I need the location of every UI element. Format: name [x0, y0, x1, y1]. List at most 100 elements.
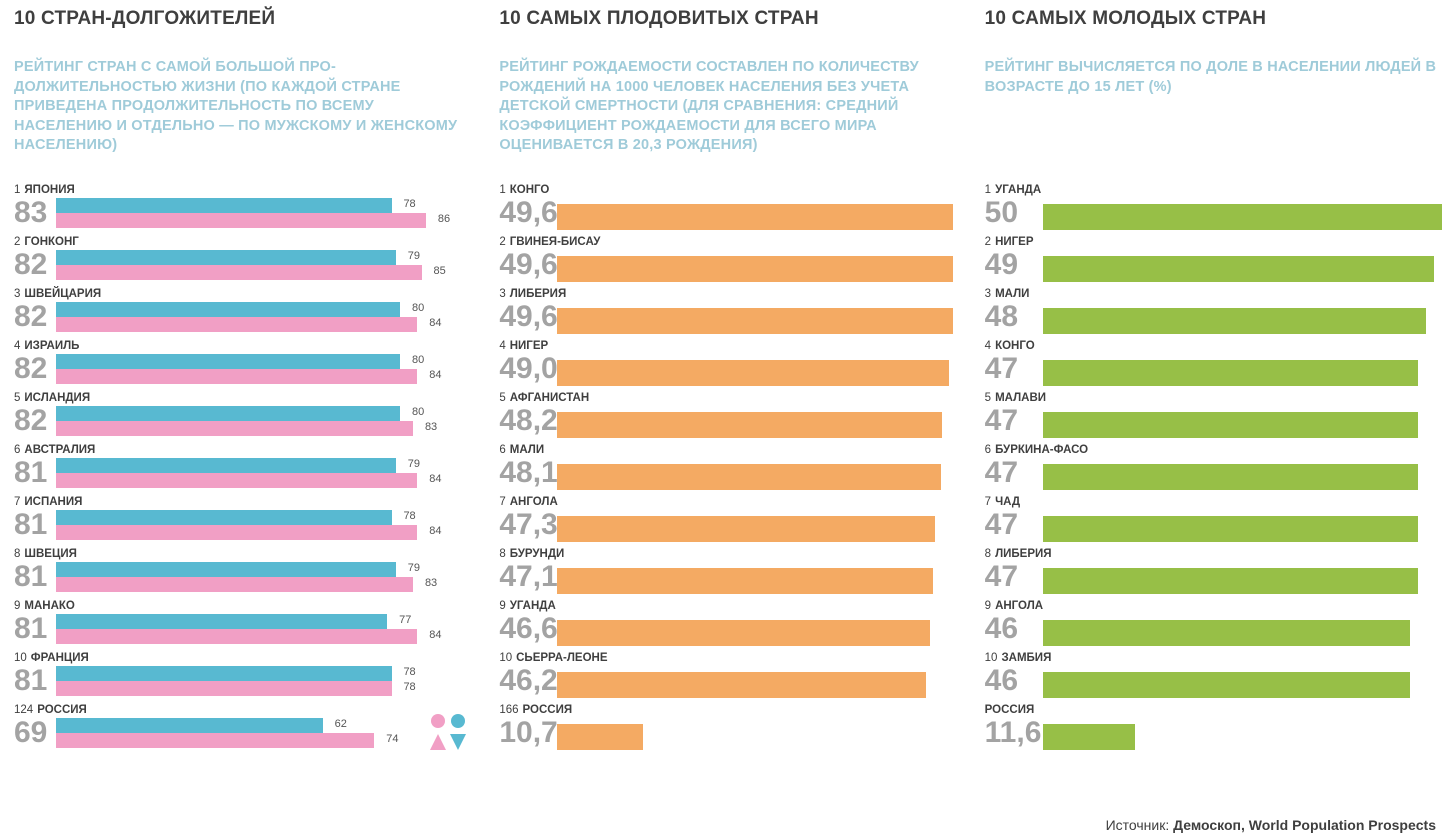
value-bar	[557, 256, 953, 282]
rank-country: 4КОНГО	[985, 340, 1035, 352]
value-bar	[557, 568, 933, 594]
rank-country: 7АНГОЛА	[499, 496, 557, 508]
value-bar	[557, 204, 953, 230]
chart-row: 4КОНГО47	[985, 340, 1442, 392]
male-bar: 78	[56, 510, 392, 525]
rank-country: 124РОССИЯ	[14, 704, 87, 716]
row-value: 49,6	[499, 250, 557, 280]
chart-row: 6АВСТРАЛИЯ817984	[14, 444, 471, 496]
panel-rows: 1ЯПОНИЯ8378862ГОНКОНГ8279853ШВЕЙЦАРИЯ828…	[14, 184, 471, 756]
dual-bars: 62 74	[56, 718, 443, 748]
chart-row: 8БУРУНДИ47,1	[499, 548, 956, 600]
bar-area	[1043, 620, 1442, 646]
row-value: 49,6	[499, 198, 557, 228]
female-bar: 83	[56, 577, 413, 592]
female-value: 83	[425, 577, 437, 589]
female-value: 74	[386, 733, 398, 745]
chart-row: 5МАЛАВИ47	[985, 392, 1442, 444]
rank-country: 166РОССИЯ	[499, 704, 572, 716]
female-bar: 84	[56, 525, 417, 540]
chart-row: 3ШВЕЙЦАРИЯ828084	[14, 288, 471, 340]
panel-youngest: 10 САМЫХ МОЛОДЫХ СТРАН РЕЙТИНГ ВЫЧИСЛЯЕТ…	[985, 8, 1442, 756]
total-value: 82	[14, 354, 47, 384]
female-value: 84	[429, 629, 441, 641]
bar-area	[557, 516, 956, 542]
chart-row: 2ГВИНЕЯ-БИСАУ 49,6	[499, 236, 956, 288]
value-bar	[557, 620, 929, 646]
rank-country: 10ЗАМБИЯ	[985, 652, 1052, 664]
dual-bars: 8084	[56, 354, 443, 384]
panel-fertility: 10 САМЫХ ПЛОДОВИТЫХ СТРАН РЕЙТИНГ РОЖДАЕ…	[499, 8, 956, 756]
bar-area	[557, 256, 956, 282]
row-value: 47,3	[499, 510, 557, 540]
total-value: 83	[14, 198, 47, 228]
value-bar	[557, 724, 642, 750]
rank-country: 8ЛИБЕРИЯ	[985, 548, 1052, 560]
male-value: 80	[412, 302, 424, 314]
rank-country: 5АФГАНИСТАН	[499, 392, 589, 404]
total-value: 81	[14, 666, 47, 696]
value-bar	[1043, 724, 1136, 750]
chart-row: 2ГОНКОНГ827985	[14, 236, 471, 288]
rank-country: 1КОНГО	[499, 184, 549, 196]
rank-country: 9АНГОЛА	[985, 600, 1043, 612]
value-bar	[1043, 516, 1418, 542]
male-bar: 80	[56, 302, 400, 317]
dual-bars: 7985	[56, 250, 443, 280]
female-bar: 78	[56, 681, 392, 696]
rank-country: 10СЬЕРРА-ЛЕОНЕ	[499, 652, 607, 664]
bar-area	[557, 412, 956, 438]
bar-area	[557, 724, 956, 750]
bar-area	[1043, 568, 1442, 594]
rank-country: 1УГАНДА	[985, 184, 1041, 196]
female-bar: 74	[56, 733, 374, 748]
bar-area	[1043, 360, 1442, 386]
male-bar: 80	[56, 406, 400, 421]
row-value: 46,2	[499, 666, 557, 696]
rank-country: 8БУРУНДИ	[499, 548, 564, 560]
female-value: 78	[403, 681, 415, 693]
row-value: 47	[985, 510, 1018, 540]
row-value: 49,0	[499, 354, 557, 384]
panel-subtitle: РЕЙТИНГ РОЖДАЕМОСТИ СОСТАВЛЕН ПО КОЛИЧЕС…	[499, 58, 956, 178]
male-value: 79	[408, 562, 420, 574]
dual-bars: 7984	[56, 458, 443, 488]
rank-country: 3ШВЕЙЦАРИЯ	[14, 288, 101, 300]
chart-row: 2НИГЕР49	[985, 236, 1442, 288]
male-value: 62	[335, 718, 347, 730]
female-bar: 86	[56, 213, 426, 228]
bar-area	[1043, 724, 1442, 750]
bar-area	[1043, 464, 1442, 490]
rank-country: 10ФРАНЦИЯ	[14, 652, 89, 664]
row-value: 46	[985, 666, 1018, 696]
value-bar	[1043, 672, 1410, 698]
male-value: 78	[403, 198, 415, 210]
chart-row: 4ИЗРАИЛЬ828084	[14, 340, 471, 392]
chart-row: 3ЛИБЕРИЯ49,6	[499, 288, 956, 340]
chart-row: 5АФГАНИСТАН48,2	[499, 392, 956, 444]
rank-country: 1ЯПОНИЯ	[14, 184, 75, 196]
chart-row: 1ЯПОНИЯ 83 78 86	[14, 184, 471, 236]
chart-row: 10ФРАНЦИЯ 81 78 78	[14, 652, 471, 704]
rank-country: 6БУРКИНА-ФАСО	[985, 444, 1088, 456]
rank-country: 2ГВИНЕЯ-БИСАУ	[499, 236, 600, 248]
rank-country: 5ИСЛАНДИЯ	[14, 392, 90, 404]
bar-area	[557, 204, 956, 230]
bar-area	[557, 672, 956, 698]
chart-row: 6МАЛИ48,1	[499, 444, 956, 496]
male-bar: 80	[56, 354, 400, 369]
dual-bars: 7884	[56, 510, 443, 540]
chart-row: 124РОССИЯ696274	[14, 704, 471, 756]
total-value: 81	[14, 562, 47, 592]
row-value: 50	[985, 198, 1018, 228]
female-bar: 83	[56, 421, 413, 436]
total-value: 81	[14, 458, 47, 488]
chart-row: 5ИСЛАНДИЯ828083	[14, 392, 471, 444]
gender-legend-icon	[425, 712, 473, 756]
rank-country: 2ГОНКОНГ	[14, 236, 79, 248]
rank-country: РОССИЯ	[985, 704, 1035, 716]
bar-area	[557, 360, 956, 386]
bar-area	[557, 308, 956, 334]
panel-subtitle: РЕЙТИНГ СТРАН С САМОЙ БОЛЬШОЙ ПРО-ДОЛЖИТ…	[14, 58, 471, 178]
value-bar	[1043, 256, 1434, 282]
